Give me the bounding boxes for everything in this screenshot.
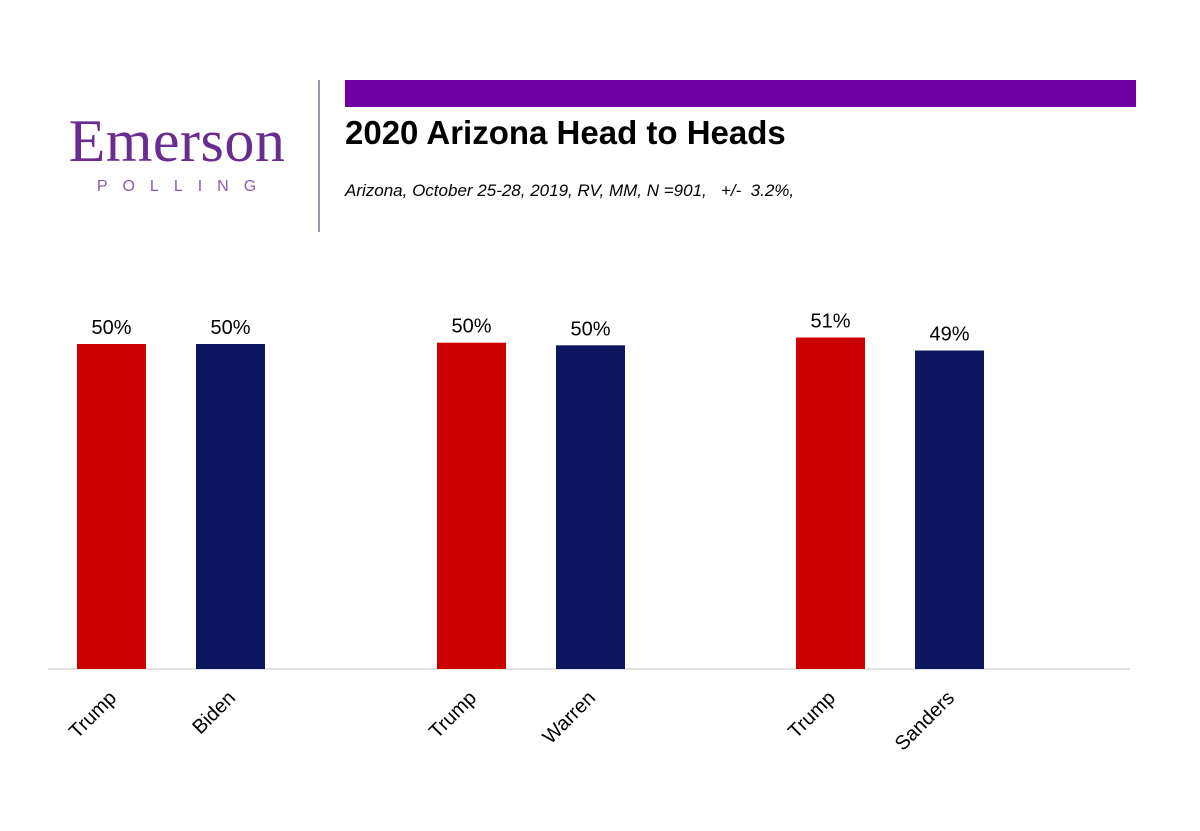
data-label: 49%	[929, 324, 969, 346]
data-label: 50%	[91, 317, 131, 339]
category-label: Biden	[188, 687, 240, 739]
bar-warren	[556, 345, 625, 669]
category-label: Warren	[539, 687, 600, 748]
category-label: Trump	[784, 687, 840, 743]
emerson-polling-logo: Emerson POLLING	[48, 108, 306, 196]
bar-sanders	[915, 350, 984, 669]
data-label: 50%	[451, 316, 491, 338]
logo-wordmark: Emerson	[68, 108, 286, 174]
chart-title: 2020 Arizona Head to Heads	[345, 114, 786, 151]
category-label: Trump	[65, 687, 121, 743]
data-label: 51%	[810, 311, 850, 333]
category-label: Trump	[425, 687, 481, 743]
header-divider	[318, 80, 320, 232]
bar-trump	[437, 342, 506, 669]
bar-biden	[196, 344, 265, 669]
category-label: Sanders	[891, 687, 959, 755]
chart-subtitle: Arizona, October 25-28, 2019, RV, MM, N …	[345, 181, 795, 200]
data-label: 50%	[210, 317, 250, 339]
bar-trump	[77, 344, 146, 669]
logo-subtitle: POLLING	[96, 178, 272, 195]
bar-trump	[796, 337, 865, 669]
title-color-band	[345, 80, 1136, 107]
data-label: 50%	[570, 318, 610, 340]
